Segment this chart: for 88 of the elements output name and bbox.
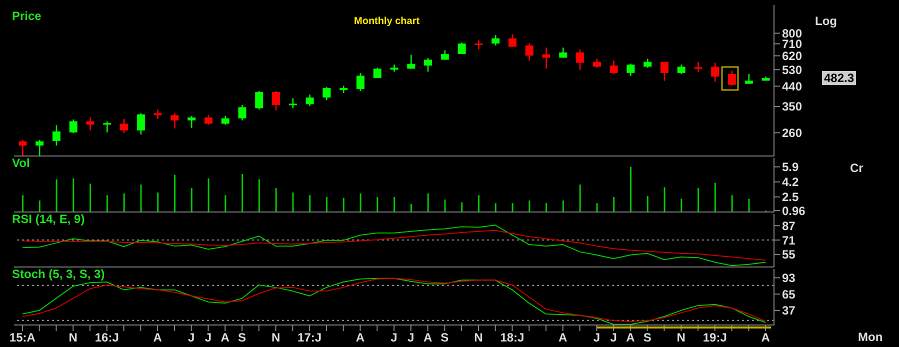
x-tick-label: 18:J [500,330,524,345]
text: 482.3 [822,71,856,86]
candlestick [644,58,652,68]
y-tick-label: 65 [782,287,796,302]
x-tick-label: S [440,330,449,345]
y-tick-label: 87 [782,218,796,233]
x-tick-label: S [643,330,652,345]
chart-title: Stoch (5, 3, S, 3) [12,267,105,281]
x-tick-label: J [188,330,195,345]
x-tick-label: N [474,330,483,345]
text: Monthly chart [354,16,420,27]
x-tick-label: S [238,330,246,345]
x-tick-label: J [390,330,398,345]
y-tick-label: 440 [782,79,802,94]
candlestick [711,62,720,82]
candlestick [86,116,94,132]
candlestick [424,57,432,72]
x-tick-label: J [204,330,212,345]
y-tick-label: 71 [782,233,796,248]
candlestick [306,94,314,107]
candlestick [744,73,753,84]
candlestick [525,42,534,62]
x-tick-label: 16:J [94,330,119,345]
x-tick-label: J [593,330,600,345]
candlestick [508,34,516,48]
x-tick-label: A [153,330,162,345]
y-tick-label: 0.96 [782,204,806,218]
candlestick [288,98,297,109]
candlestick [188,115,196,128]
candlestick [592,58,601,68]
candlestick [677,64,686,75]
candlestick [120,118,128,134]
candlestick [610,60,618,75]
y-tick-label: 4.2 [782,175,800,190]
candlestick [52,124,60,146]
x-tick-label: A [626,330,636,345]
y-tick-label: 2.5 [782,190,800,204]
candlestick [18,139,27,156]
x-tick-label: J [610,330,617,345]
y-tick-label: 55 [782,248,796,262]
candlestick [69,118,78,134]
candlestick [103,120,112,134]
y-tick-label: 93 [782,271,796,286]
line-series [22,230,766,261]
x-tick-label: 15:A [9,330,36,345]
candlestick [626,63,635,76]
candlestick [255,90,264,110]
chart-title: RSI (14, E, 9) [12,212,85,226]
candlestick [204,114,212,126]
y-axis-title: Vol [12,156,30,170]
x-tick-label: N [68,330,78,345]
x-tick-label: A [356,330,365,345]
candlestick [272,90,280,111]
x-tick-label: A [220,330,230,345]
candlestick [660,61,668,82]
y-tick-label: 620 [782,49,802,64]
candlestick [36,139,44,156]
y-tick-label: 350 [782,100,802,114]
candlestick [694,61,702,72]
x-tick-label: N [271,330,280,345]
x-tick-label: N [676,330,686,345]
candlestick [474,40,483,50]
y-tick-label: 260 [782,126,802,140]
x-tick-label: A [558,330,568,345]
x-tick-label: 17:J [298,330,322,345]
candlestick [728,70,736,86]
line-series [22,224,766,266]
y-axis-title: Price [12,9,42,23]
text: Cr [850,161,864,175]
candlestick [492,34,500,46]
candlestick [407,54,416,70]
y-tick-label: 37 [782,304,796,318]
candlestick [136,112,145,136]
candlestick [542,46,550,70]
candlestick [238,104,246,122]
x-tick-label: J [408,330,414,345]
x-tick-label: A [423,330,432,345]
x-tick-label: 19:J [702,330,727,345]
candlestick [170,112,179,130]
y-tick-label: 530 [782,62,802,77]
candlestick [356,72,364,92]
text: Log [815,14,837,28]
x-tick-label: A [761,330,770,345]
x-axis-title: Mon [858,330,883,344]
candlestick [576,48,584,70]
candlestick [322,86,331,101]
y-tick-label: 5.9 [782,160,800,174]
candlestick [458,42,466,55]
